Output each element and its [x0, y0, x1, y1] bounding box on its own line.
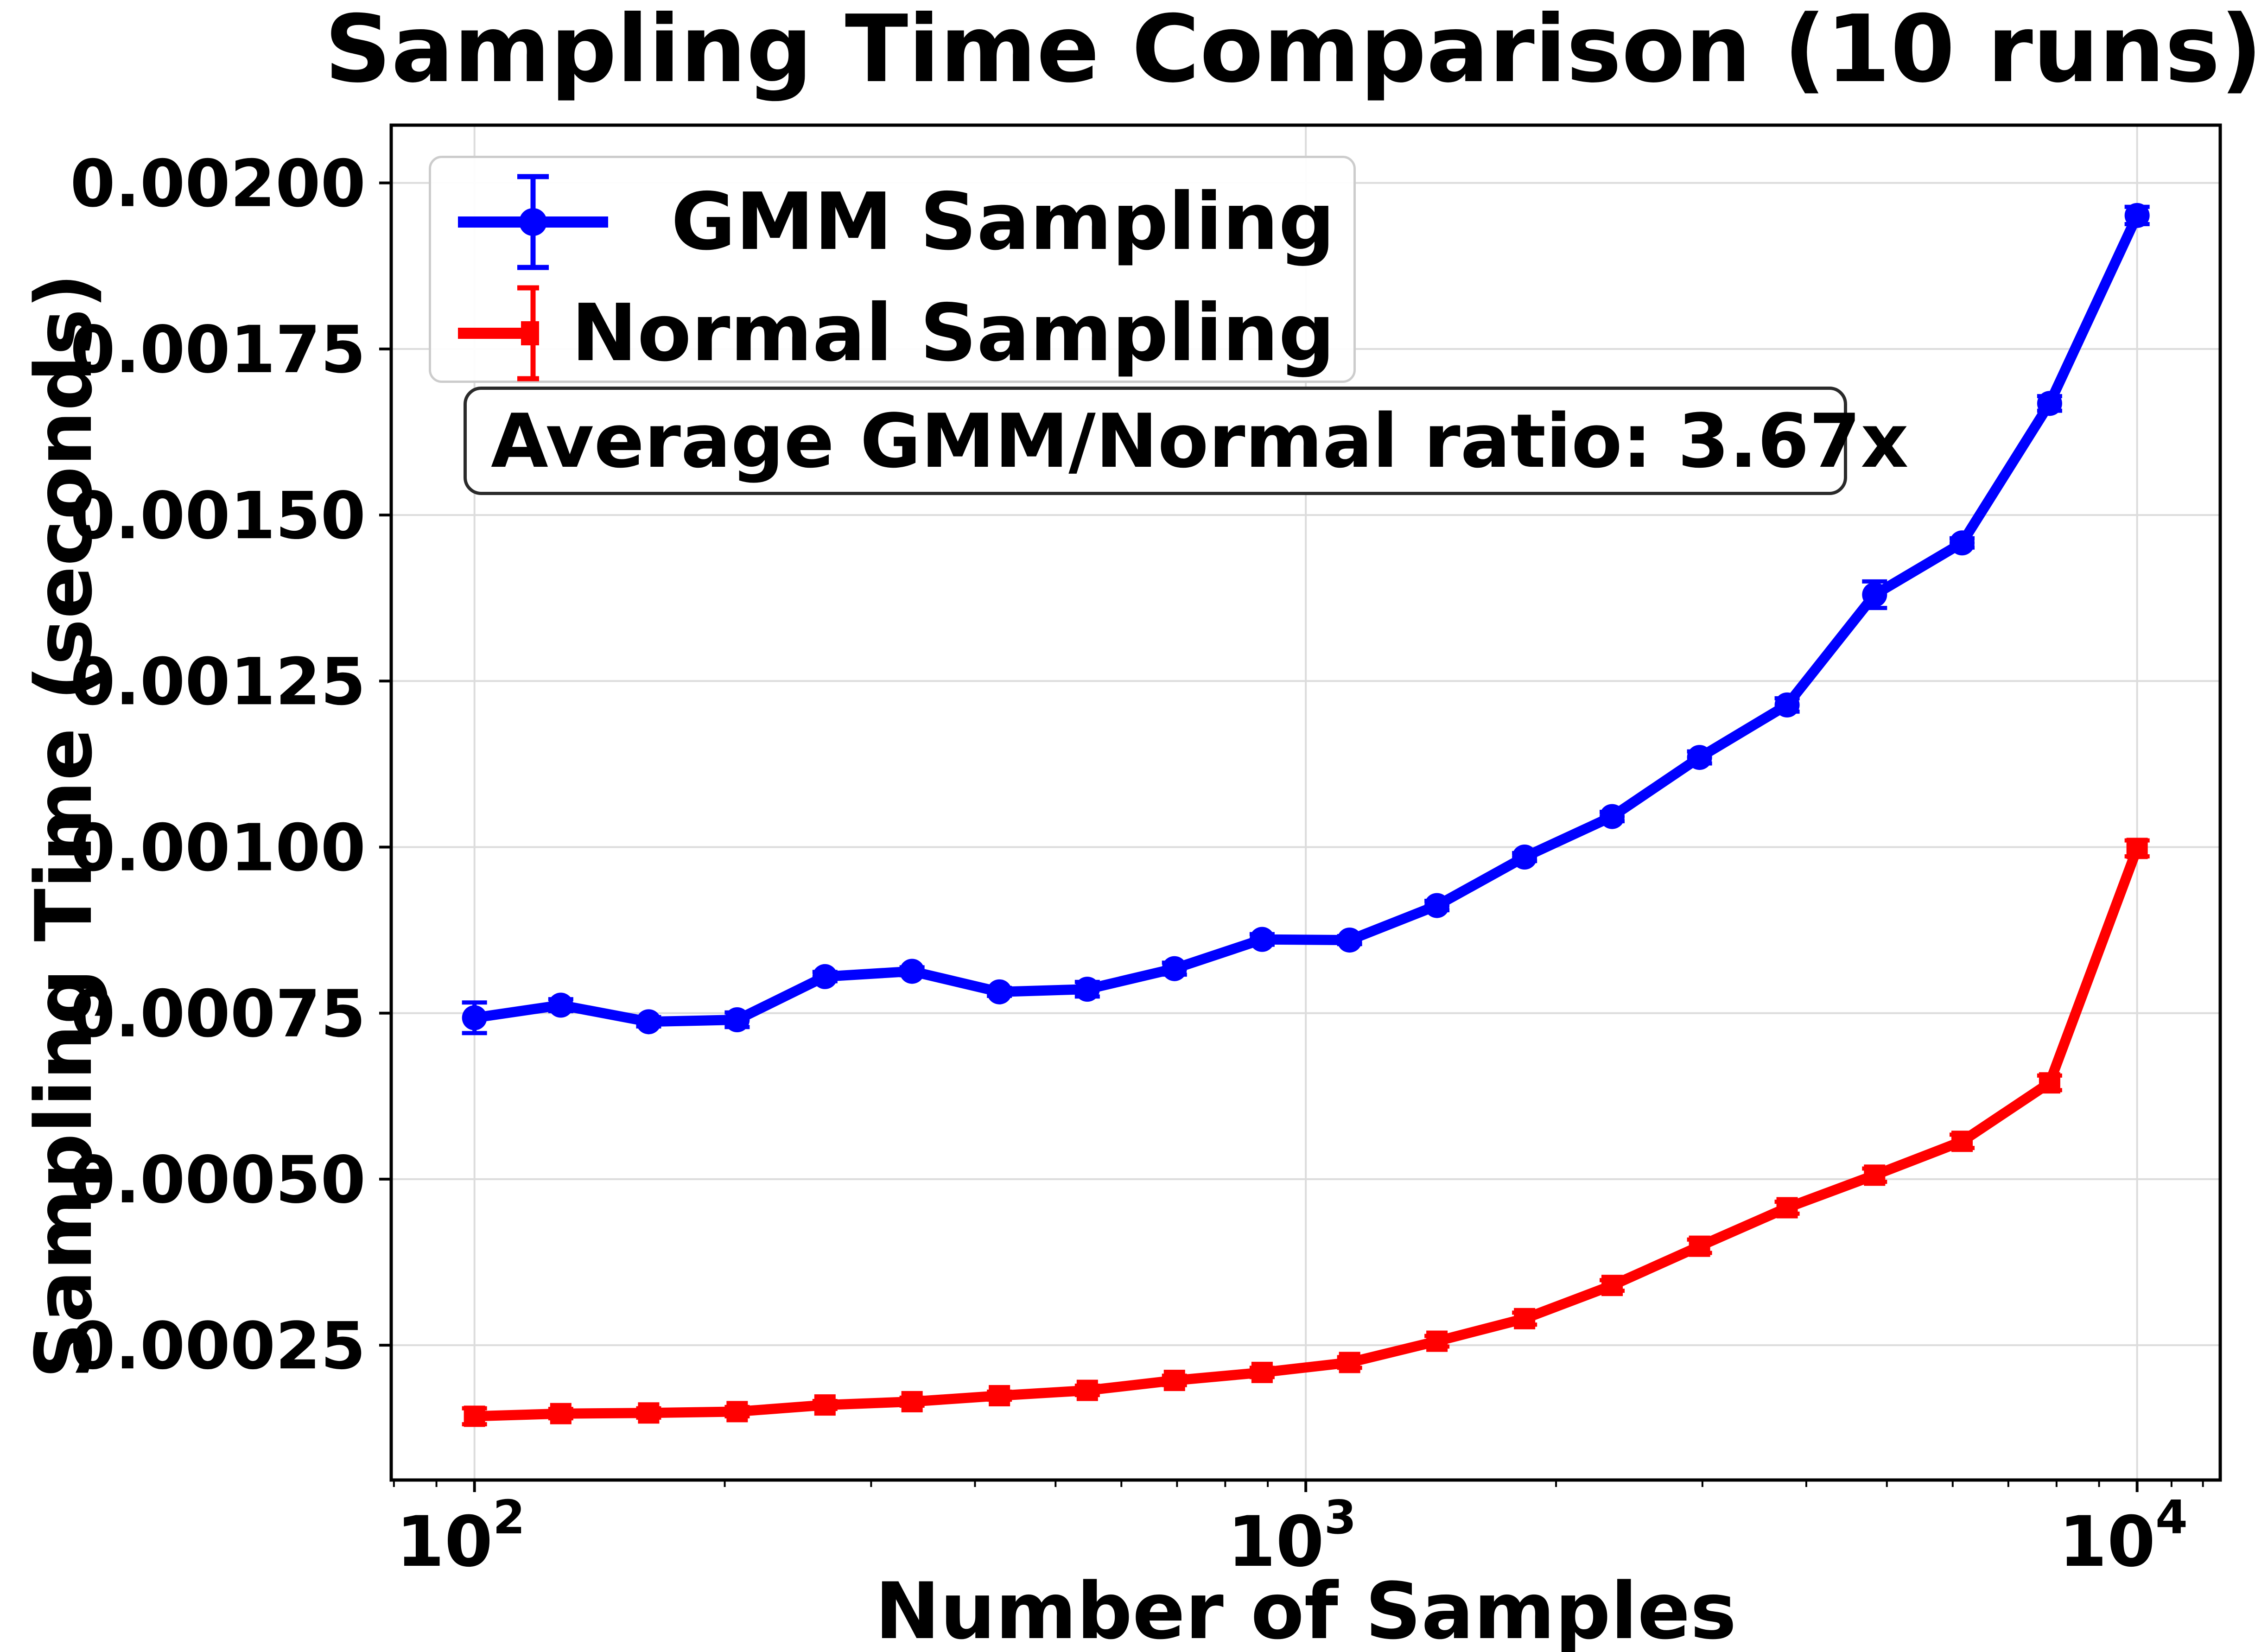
gmm-sampling-line — [474, 213, 2142, 1027]
gmm-errorbar-symbol — [458, 174, 608, 270]
ratio-annotation-box: Average GMM/Normal ratio: 3.67x — [464, 387, 1909, 495]
gmm-data-point — [548, 992, 573, 1018]
x-tick-label: 103 — [1227, 1490, 1356, 1582]
y-tick-label: 0.00100 — [70, 811, 366, 886]
gmm-data-point — [636, 1009, 661, 1035]
x-tick-label: 102 — [396, 1490, 525, 1582]
ratio-annotation-text: Average GMM/Normal ratio: 3.67x — [491, 397, 1909, 484]
legend-label-normal: Normal Sampling — [571, 287, 1335, 379]
gmm-data-point — [1162, 956, 1187, 981]
gmm-data-point — [1687, 745, 1712, 770]
y-tick-label: 0.00175 — [70, 312, 366, 388]
gmm-marker-icon — [519, 208, 547, 236]
y-tick-label: 0.00150 — [70, 478, 366, 554]
normal-data-point — [1339, 1352, 1360, 1373]
normal-errorbar-symbol — [458, 285, 539, 381]
legend-item-normal: Normal Sampling — [450, 278, 1335, 389]
legend-box: GMM Sampling Normal Sampling — [429, 156, 1356, 383]
gmm-data-point — [1862, 582, 1887, 608]
normal-data-point — [1076, 1379, 1098, 1401]
x-axis-label: Number of Samples — [875, 1566, 1737, 1652]
x-tick-label: 104 — [2058, 1490, 2187, 1582]
y-tick-label: 0.00125 — [70, 644, 366, 720]
normal-data-point — [550, 1403, 572, 1424]
normal-data-point — [638, 1402, 660, 1424]
gmm-data-point — [1512, 844, 1537, 870]
gmm-data-point — [724, 1007, 750, 1033]
gmm-data-point — [1950, 530, 1975, 556]
gmm-data-point — [812, 964, 838, 989]
legend-item-gmm: GMM Sampling — [450, 166, 1335, 278]
y-tick-label: 0.00200 — [70, 146, 366, 222]
y-tick-label: 0.00075 — [70, 977, 366, 1052]
normal-data-point — [726, 1401, 748, 1423]
gmm-data-point — [1774, 692, 1800, 718]
y-tick-label: 0.00025 — [70, 1309, 366, 1384]
gmm-data-point — [2124, 203, 2150, 228]
normal-data-point — [2126, 838, 2148, 859]
normal-data-point — [901, 1391, 923, 1412]
normal-data-point — [1514, 1308, 1536, 1329]
normal-data-point — [2039, 1072, 2060, 1094]
normal-sampling-line — [474, 846, 2142, 1422]
gmm-data-point — [987, 979, 1012, 1004]
gmm-data-point — [1074, 977, 1100, 1002]
gmm-data-point — [899, 959, 925, 984]
normal-data-point — [464, 1405, 485, 1427]
legend-label-gmm: GMM Sampling — [671, 176, 1335, 268]
gmm-data-point — [2037, 391, 2062, 416]
normal-data-point — [1601, 1275, 1623, 1296]
gmm-data-point — [1600, 804, 1625, 829]
y-axis-label: Sampling Time (seconds) — [19, 273, 109, 1379]
gmm-data-point — [1424, 893, 1450, 918]
gmm-data-point — [462, 1005, 487, 1030]
gmm-data-point — [1337, 928, 1362, 953]
normal-data-point — [989, 1385, 1010, 1407]
normal-data-point — [814, 1394, 836, 1416]
normal-data-point — [1163, 1370, 1185, 1391]
normal-data-point — [1951, 1131, 1973, 1152]
chart-title: Sampling Time Comparison (10 runs) — [324, 0, 2255, 103]
normal-data-point — [1251, 1361, 1273, 1383]
normal-marker-icon — [521, 321, 539, 345]
normal-data-point — [1864, 1164, 1886, 1186]
normal-data-point — [1776, 1197, 1798, 1219]
normal-data-point — [1426, 1330, 1448, 1352]
normal-data-point — [1689, 1235, 1710, 1257]
gmm-data-point — [1249, 927, 1275, 952]
y-tick-label: 0.00050 — [70, 1143, 366, 1218]
